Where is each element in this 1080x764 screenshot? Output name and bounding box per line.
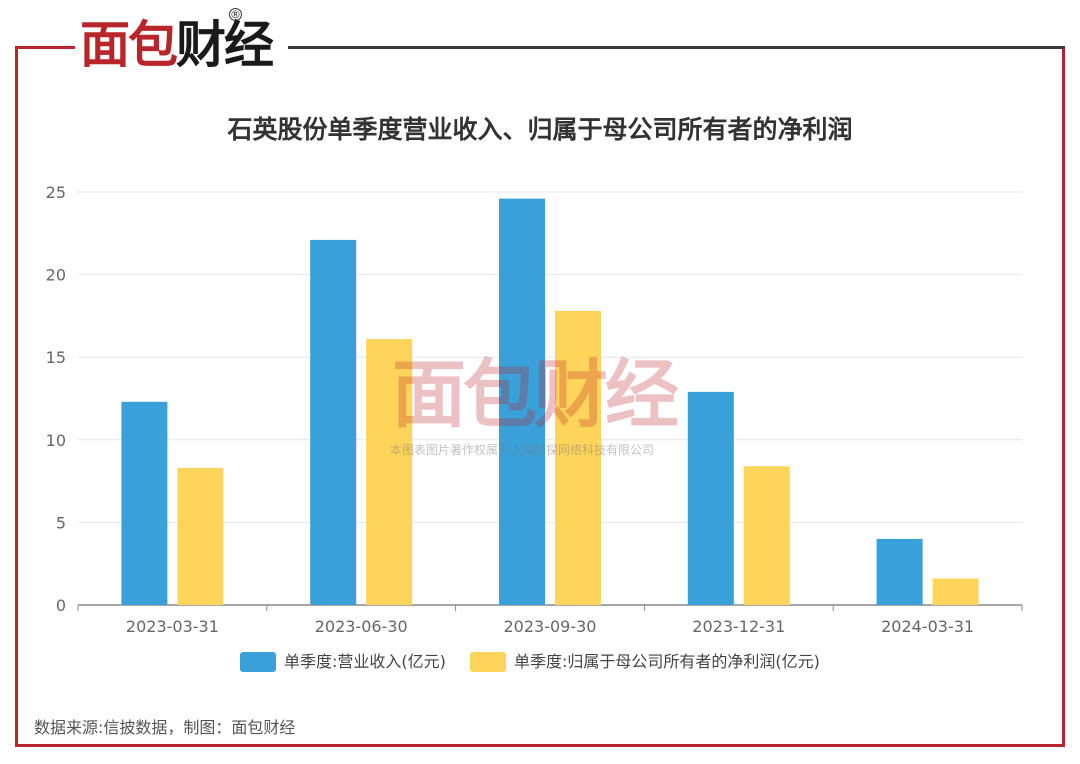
y-tick-label-5: 5 [56,513,66,532]
bar-series1-2023-09-30 [499,198,545,605]
frame-top-left-border [15,46,75,49]
bar-series1-2023-12-31 [687,391,734,605]
y-tick-label-10: 10 [46,431,66,450]
bar-series2-2023-12-31 [743,466,790,605]
legend-swatch-net-profit [470,652,506,672]
x-tick-label-2023-09-30: 2023-09-30 [504,617,597,636]
bar-series1-2024-03-31 [876,538,923,605]
registered-mark: ® [229,8,242,21]
source-note: 数据来源:信披数据，制图：面包财经 [34,718,296,737]
watermark-logo-part1: 面包 [392,352,537,438]
legend-swatch-revenue [240,652,276,672]
watermark-logo-part2: 财经 [534,352,679,438]
bar-series1-2023-03-31 [121,401,168,605]
x-tick-label-2024-03-31: 2024-03-31 [881,617,974,636]
bar-series2-2023-03-31 [177,467,224,605]
bar-series1-2023-06-30 [310,239,357,605]
bar-series2-2023-06-30 [366,339,413,605]
x-tick-label-2023-03-31: 2023-03-31 [126,617,219,636]
frame-top-right-border [288,46,1065,49]
y-tick-label-15: 15 [46,348,66,367]
y-tick-label-20: 20 [46,266,66,285]
bar-series2-2023-09-30 [555,310,601,605]
frame-left-border [15,46,18,746]
watermark-logo: 面包财经 [392,352,679,438]
legend-label-revenue: 单季度:营业收入(亿元) [284,652,446,671]
y-tick-label-25: 25 [46,183,66,202]
bar-series2-2024-03-31 [932,578,979,605]
brand-logo-part1: 面包 [80,16,178,74]
brand-logo-part2: 财经 [176,16,274,74]
brand-logo: 面包财经 [80,14,274,76]
watermark-text: 本图表图片著作权属于上海妙探网络科技有限公司 [390,443,655,457]
y-tick-label-0: 0 [56,596,66,615]
x-tick-label-2023-12-31: 2023-12-31 [692,617,785,636]
chart-title: 石英股份单季度营业收入、归属于母公司所有者的净利润 [227,115,853,144]
legend-label-net-profit: 单季度:归属于母公司所有者的净利润(亿元) [514,652,820,671]
frame-right-border [1062,46,1065,747]
frame-bottom-border [15,744,1065,747]
x-tick-label-2023-06-30: 2023-06-30 [315,617,408,636]
